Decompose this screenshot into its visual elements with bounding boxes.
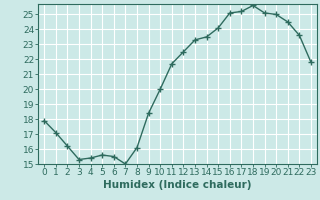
X-axis label: Humidex (Indice chaleur): Humidex (Indice chaleur)	[103, 180, 252, 190]
